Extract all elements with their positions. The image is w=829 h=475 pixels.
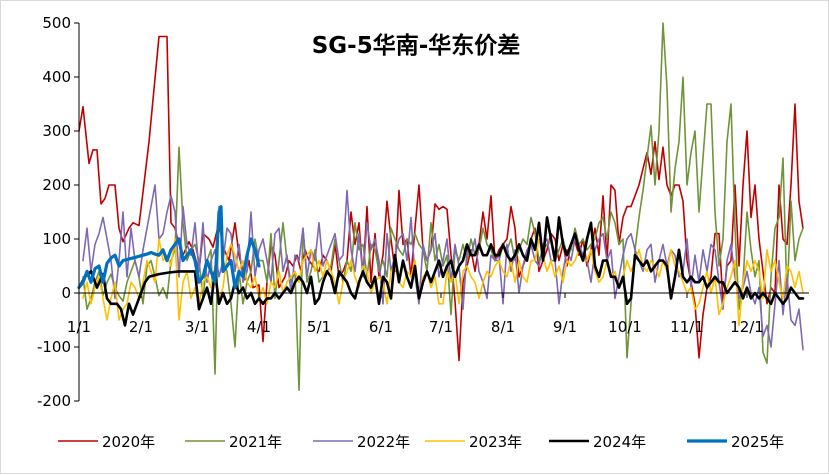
series-line-6 — [77, 205, 261, 290]
y-tick-label: 500 — [42, 14, 71, 32]
x-tick-label: 11/1 — [670, 318, 704, 336]
x-tick-label: 9/1 — [553, 318, 577, 336]
chart-title: SG-5华南-华东价差 — [312, 32, 521, 59]
y-axis: 500 400 300 200 100 0 -100 -200 — [37, 14, 80, 410]
y-tick-label: 100 — [42, 230, 71, 248]
y-tick-label: 400 — [42, 68, 71, 86]
x-tick-label: 8/1 — [491, 318, 515, 336]
series-line-5 — [77, 216, 805, 327]
x-tick-label: 1/1 — [67, 318, 91, 336]
legend: 2020年 2021年 2022年 2023年 2024年 2025年 — [58, 433, 784, 451]
y-tick-label: -200 — [37, 392, 71, 410]
x-tick-label: 10/1 — [608, 318, 642, 336]
x-axis: 1/1 2/1 3/1 4/1 5/1 6/1 7/1 8/1 9/1 10/1 11/1 12/1 — [67, 292, 809, 336]
y-tick-label: -100 — [37, 338, 71, 356]
x-tick-label: 2/1 — [129, 318, 153, 336]
legend-label: 2020年 — [102, 433, 155, 451]
x-tick-label: 5/1 — [307, 318, 331, 336]
x-tick-label: 6/1 — [369, 318, 393, 336]
legend-label: 2022年 — [357, 433, 410, 451]
x-tick-label: 7/1 — [429, 318, 453, 336]
legend-label: 2025年 — [731, 433, 784, 451]
series-line-4 — [82, 238, 804, 327]
series-line-1 — [78, 35, 804, 362]
y-tick-label: 0 — [61, 284, 71, 302]
x-tick-label: 12/1 — [730, 318, 764, 336]
legend-label: 2023年 — [469, 433, 522, 451]
y-tick-label: 300 — [42, 122, 71, 140]
x-tick-label: 4/1 — [247, 318, 271, 336]
legend-label: 2021年 — [229, 433, 282, 451]
legend-label: 2024年 — [593, 433, 646, 451]
y-tick-label: 200 — [42, 176, 71, 194]
plot-area — [77, 22, 805, 392]
x-tick-label: 3/1 — [185, 318, 209, 336]
